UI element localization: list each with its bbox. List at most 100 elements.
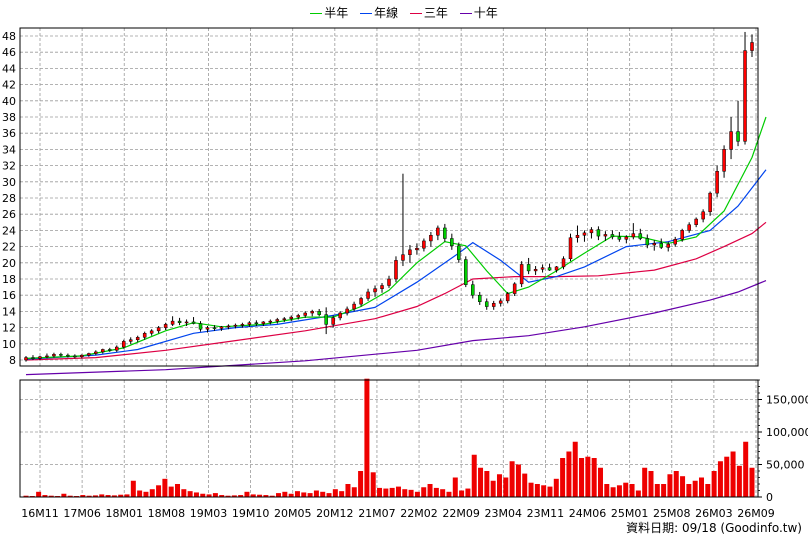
candle-body bbox=[345, 308, 349, 314]
volume-bar bbox=[383, 488, 389, 497]
x-tick-label: 20M05 bbox=[274, 507, 312, 520]
volume-bar bbox=[553, 478, 559, 497]
price-tick-label: 34 bbox=[2, 143, 16, 156]
candle-body bbox=[212, 327, 217, 329]
candle-body bbox=[666, 243, 670, 248]
volume-bar bbox=[478, 467, 484, 497]
x-tick-label: 25M01 bbox=[611, 507, 649, 520]
candle-body bbox=[261, 321, 266, 324]
x-tick-label: 18M01 bbox=[105, 507, 143, 520]
candle-body bbox=[198, 323, 203, 330]
legend-label-ten-year: 十年 bbox=[473, 6, 498, 20]
volume-bar bbox=[579, 458, 585, 497]
volume-bar bbox=[156, 485, 162, 497]
volume-bar bbox=[604, 484, 610, 497]
candle-body bbox=[296, 315, 300, 318]
volume-bar bbox=[692, 480, 698, 497]
candle-body bbox=[561, 258, 566, 268]
x-tick-label: 19M03 bbox=[190, 507, 228, 520]
volume-bar bbox=[509, 461, 515, 497]
candle-body bbox=[408, 249, 412, 255]
volume-bar bbox=[484, 471, 490, 497]
candle-body bbox=[219, 326, 224, 329]
volume-bar bbox=[560, 458, 566, 497]
candle-body bbox=[547, 267, 552, 271]
price-tick-label: 38 bbox=[2, 111, 16, 124]
price-tick-label: 48 bbox=[2, 30, 16, 43]
volume-bar bbox=[421, 487, 427, 497]
candle-body bbox=[80, 354, 84, 358]
volume-bar bbox=[143, 491, 149, 497]
candle-body bbox=[289, 316, 294, 319]
volume-bar bbox=[547, 486, 553, 497]
candle-body bbox=[338, 312, 342, 319]
legend-label-half-year: 半年 bbox=[324, 6, 349, 20]
candle-body bbox=[303, 312, 307, 316]
candle-body bbox=[240, 324, 245, 326]
candle-body bbox=[645, 238, 650, 246]
candle-body bbox=[659, 243, 663, 248]
candle-body bbox=[582, 232, 587, 236]
candle-body bbox=[87, 353, 91, 356]
volume-bar bbox=[162, 478, 168, 497]
volume-bar bbox=[446, 491, 452, 497]
ma-ten-year-line bbox=[25, 280, 767, 376]
volume-bar bbox=[528, 482, 534, 497]
candle-body bbox=[715, 171, 719, 194]
volume-bar bbox=[219, 495, 225, 497]
candle-body bbox=[66, 354, 70, 357]
volume-bar bbox=[175, 484, 181, 497]
ma-three-year-line bbox=[25, 221, 767, 361]
price-tick-label: 12 bbox=[2, 322, 16, 335]
x-tick-label: 20M12 bbox=[316, 507, 354, 520]
x-tick-label: 19M10 bbox=[232, 507, 270, 520]
candle-body bbox=[722, 149, 726, 172]
candle-body bbox=[736, 131, 740, 142]
x-tick-label: 18M08 bbox=[148, 507, 186, 520]
legend-swatch-ten-year bbox=[459, 13, 472, 14]
candle-body bbox=[45, 355, 49, 358]
volume-bar bbox=[313, 490, 319, 497]
volume-bar bbox=[61, 493, 67, 497]
volume-bar bbox=[749, 467, 755, 497]
price-axis-labels: 8 10 12 14 16 18 20 22 24 26 28 30 32 34 36 38 40 42 44 46 4… bbox=[2, 30, 16, 367]
volume-bar bbox=[225, 495, 231, 497]
candle-body bbox=[429, 235, 433, 242]
candle-body bbox=[610, 234, 615, 238]
volume-bar bbox=[99, 494, 105, 497]
candle-body bbox=[128, 339, 133, 342]
candle-body bbox=[638, 233, 643, 239]
price-tick-label: 40 bbox=[2, 95, 16, 108]
volume-tick-label: 150,000 bbox=[766, 394, 808, 407]
volume-bar bbox=[635, 490, 641, 497]
volume-bar bbox=[257, 494, 263, 497]
price-tick-label: 18 bbox=[2, 273, 16, 286]
price-tick-label: 28 bbox=[2, 192, 16, 205]
legend-item-half-year: 半年 bbox=[310, 4, 348, 21]
x-tick-label: 17M06 bbox=[63, 507, 101, 520]
volume-bar bbox=[250, 494, 256, 497]
volume-bar bbox=[80, 495, 86, 497]
candle-body bbox=[247, 322, 252, 325]
volume-bar bbox=[320, 491, 326, 497]
candle-body bbox=[519, 264, 524, 285]
volume-bar bbox=[736, 465, 742, 497]
volume-axis-labels: 0 50,000 100,000 150,000 bbox=[758, 379, 808, 504]
candle-body bbox=[436, 227, 440, 236]
candle-body bbox=[310, 311, 314, 314]
candle-body bbox=[478, 294, 482, 302]
candle-body bbox=[652, 243, 657, 246]
candle-body bbox=[359, 298, 363, 305]
x-tick-label: 16M11 bbox=[21, 507, 59, 520]
volume-bar bbox=[345, 484, 351, 497]
legend-swatch-year bbox=[360, 13, 373, 14]
legend-label-three-year: 三年 bbox=[423, 6, 448, 20]
volume-bar bbox=[522, 473, 528, 497]
candle-body bbox=[205, 327, 210, 330]
volume-bar bbox=[711, 471, 717, 497]
candle-body bbox=[498, 300, 503, 304]
candle-body bbox=[415, 247, 419, 251]
candle-body bbox=[505, 293, 510, 302]
legend-item-three-year: 三年 bbox=[409, 4, 448, 21]
x-tick-label: 21M07 bbox=[358, 507, 396, 520]
